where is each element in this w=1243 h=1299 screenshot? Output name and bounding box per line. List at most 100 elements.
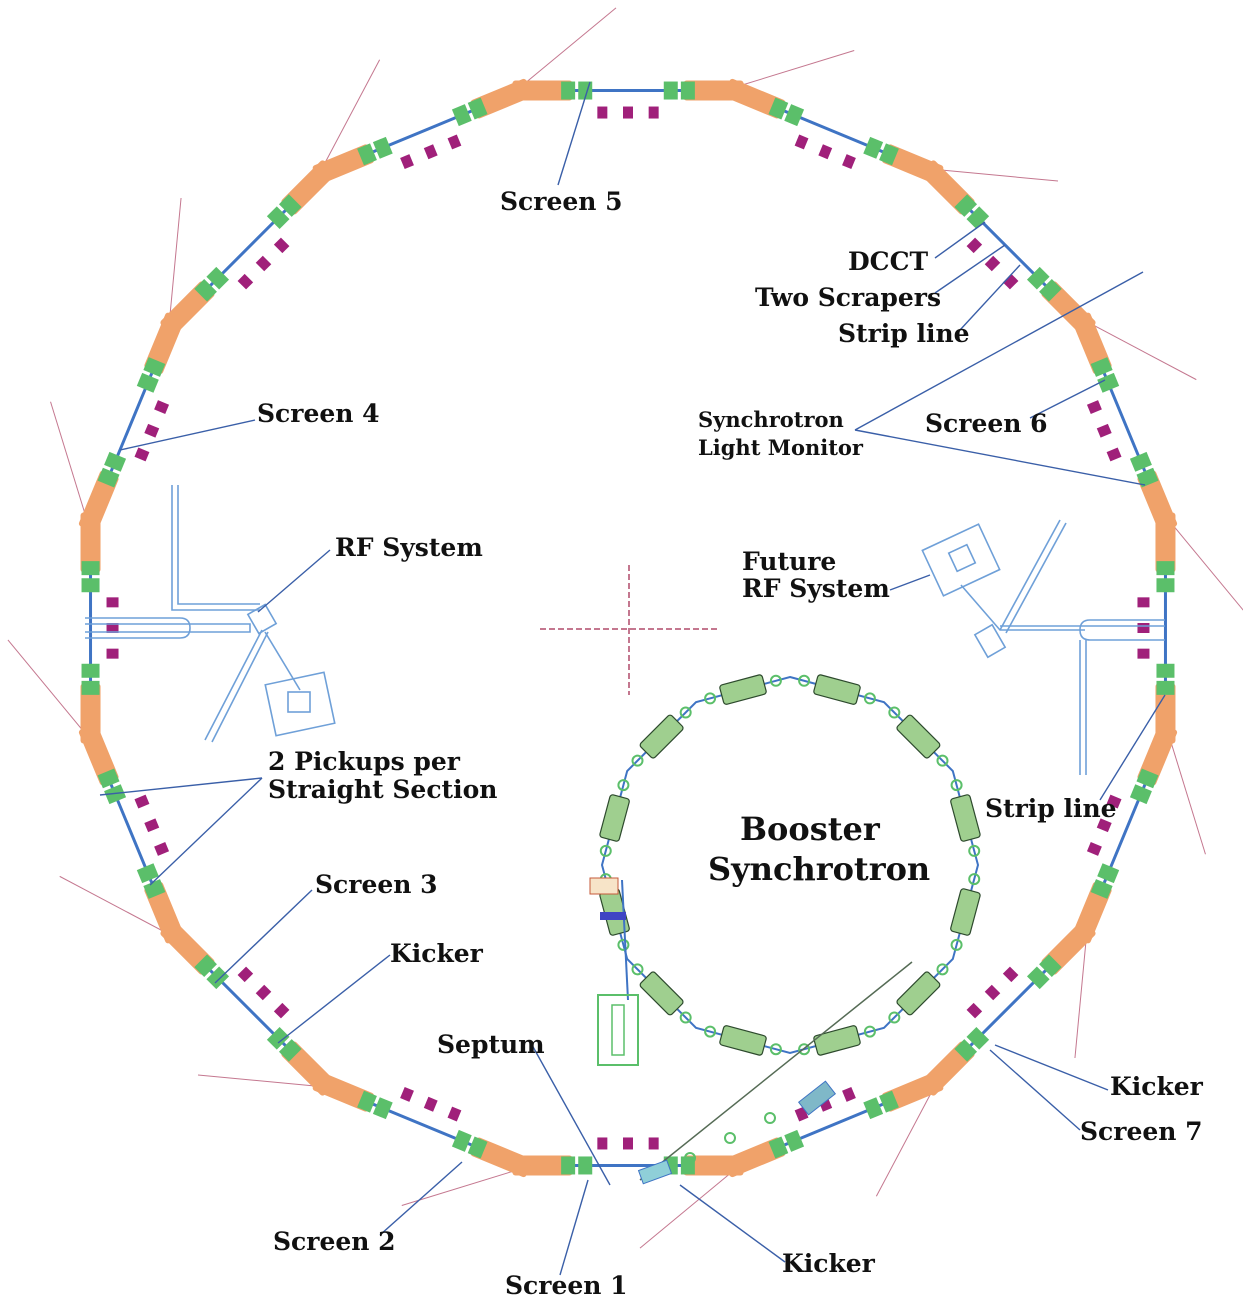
sextupole-magnet [623,1137,633,1150]
quadrupole-magnet [81,680,100,695]
bending-magnet [1072,312,1112,374]
booster-quadrupole [936,754,949,767]
booster-quadrupole [704,692,717,705]
sextupole-magnet [144,818,160,833]
photon-beamline [7,639,96,746]
photon-beamline [401,1164,532,1206]
photon-beamline [1075,315,1197,381]
quadrupole-magnet [357,143,377,166]
booster-dipole [950,794,981,842]
sextupole-magnet [1086,842,1102,856]
photon-beamline [724,50,855,92]
bending-magnet [470,1137,532,1178]
label-strip-line-right: Strip line [985,794,1117,823]
quadrupole-magnet [863,1097,884,1120]
quadrupole-magnet [879,143,899,166]
bending-magnet [1155,512,1176,573]
quadrupole-magnet [954,1039,978,1062]
booster-dipole [896,714,941,759]
quadrupole-magnet [136,372,159,393]
booster-quadrupole [798,674,811,687]
quadrupole-magnet [1156,561,1175,576]
label-screen-5: Screen 5 [500,187,623,216]
sextupole-magnet [447,1106,462,1122]
label-leader-lines [99,81,1166,1276]
sextupole-magnet [842,154,856,170]
label-booster: Booster [740,810,881,848]
sextupole-magnet [966,1002,983,1019]
linac-injector [589,877,639,1066]
booster-dipole [950,888,981,936]
quadrupole-magnet [104,451,127,472]
quadrupole-magnet [357,1090,377,1113]
sextupole-magnet [273,237,290,254]
booster-quadrupole [950,938,963,951]
sextupole-magnet [400,154,414,170]
quadrupole-magnet [1090,357,1113,377]
storage-ring-beam-pipe [89,89,1167,1167]
label-straight-section: Straight Section [268,775,497,804]
synchrotron-radiation-lines [7,7,1243,1249]
label-two-scrapers: Two Scrapers [755,283,941,312]
booster-beam-pipe [600,675,980,1055]
sextupole-magnet [1002,966,1019,983]
label-screen-7: Screen 7 [1080,1117,1203,1146]
diagram-labels: Screen 5 DCCT Two Scrapers Strip line Sy… [257,187,1204,1299]
sextupole-magnet [794,134,809,150]
quadrupole-magnet [81,663,100,678]
quadrupole-magnet [278,1039,302,1062]
booster-dipole [896,971,941,1016]
label-screen-2: Screen 2 [273,1227,396,1256]
quadrupole-magnet [81,561,100,576]
booster-quadrupole [863,692,876,705]
quadrupole-magnet [966,206,990,230]
quadrupole-magnet [81,578,100,593]
booster-quadrupole [631,754,644,767]
sextupole-magnet [447,134,462,150]
quadrupole-magnet [372,1097,393,1120]
quadrupole-magnet [194,278,217,302]
sextupole-magnet [423,144,438,160]
quadrupole-magnet [206,966,230,990]
booster-quadrupole [769,1043,782,1056]
label-pickups: 2 Pickups per [268,747,461,776]
quadrupole-magnet [1090,879,1113,899]
sextupole-magnet [984,255,1001,272]
label-kicker-bottom: Kicker [782,1249,876,1278]
label-screen-1: Screen 1 [505,1271,628,1299]
sextupole-magnet [818,144,833,160]
photon-beamline [59,875,181,941]
label-dcct: DCCT [848,247,928,276]
photon-beamline [50,401,92,532]
quadrupole-magnet [143,357,166,377]
booster-quadrupole [968,873,981,886]
sextupole-magnet [1137,623,1150,633]
sextupole-magnet [423,1096,438,1112]
label-light-monitor: Light Monitor [698,435,864,460]
quadrupole-magnet [451,1129,472,1152]
label-kicker-right: Kicker [1110,1072,1204,1101]
sextupole-magnet [154,400,170,414]
label-septum: Septum [437,1030,545,1059]
photon-beamline [1160,510,1243,611]
quadrupole-magnet [372,136,393,159]
photon-beamline [167,197,182,334]
bending-magnet [882,1072,944,1112]
label-booster-synchrotron: Synchrotron [708,850,930,888]
bending-magnet [683,80,744,101]
quadrupole-magnet [768,1136,789,1159]
quadrupole-magnet [784,104,805,127]
booster-dipole [719,674,767,705]
photon-beamline [197,1074,334,1089]
sextupole-magnet [648,1137,659,1150]
label-screen-4: Screen 4 [257,399,380,428]
booster-quadrupole [968,844,981,857]
photon-beamline [875,1075,941,1197]
booster-dipole [813,674,861,705]
sextupole-magnet [1137,597,1150,608]
sextupole-magnet [134,794,150,809]
sextupole-magnet [842,1086,856,1102]
bending-magnet [512,80,573,101]
booster-quadrupole [631,963,644,976]
quadrupole-magnet [863,136,884,159]
